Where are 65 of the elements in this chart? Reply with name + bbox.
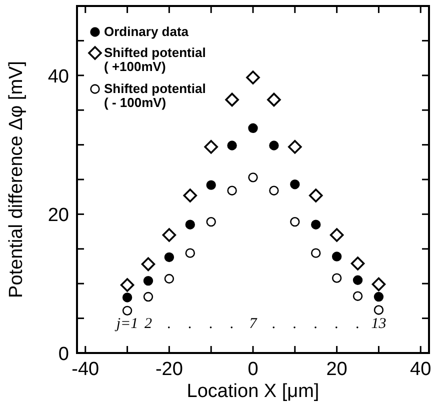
annotation: . — [272, 316, 276, 332]
point — [290, 216, 300, 227]
point — [330, 228, 344, 242]
point — [332, 252, 342, 262]
point — [290, 180, 300, 190]
x-tick-label: -40 — [72, 359, 100, 380]
point — [143, 276, 154, 286]
annotation: . — [314, 316, 318, 332]
point — [206, 216, 216, 227]
annotation: . — [167, 316, 172, 332]
point — [374, 305, 384, 315]
y-tick-label: 40 — [48, 66, 69, 88]
x-tick-label: 40 — [410, 359, 432, 380]
point — [246, 70, 260, 84]
x-tick-label: 0 — [248, 359, 258, 380]
point — [248, 172, 258, 182]
point — [311, 248, 321, 258]
y-axis-title: Potential difference Δφ [mV] — [6, 61, 27, 298]
legend-label: Shifted potential ( - 100mV) — [104, 81, 206, 110]
legend-label: Ordinary data — [104, 24, 190, 39]
point — [248, 123, 258, 133]
point — [122, 292, 132, 302]
point — [164, 252, 174, 262]
point — [350, 256, 365, 270]
annotation: 13 — [371, 316, 386, 332]
point — [227, 186, 237, 196]
point — [352, 291, 363, 301]
point — [141, 257, 156, 272]
annotation: . — [209, 316, 213, 332]
legend-label: Shifted potential ( +100mV) — [104, 45, 206, 74]
y-tick-label: 20 — [48, 205, 69, 226]
point — [269, 186, 279, 196]
point — [352, 275, 363, 285]
annotation: j=1 — [114, 316, 138, 332]
point — [332, 273, 342, 283]
point — [185, 220, 195, 230]
x-axis-title: Location X [μm] — [186, 381, 320, 402]
annotation: 7 — [249, 316, 258, 332]
point — [374, 292, 384, 302]
point — [269, 140, 279, 150]
point — [225, 92, 239, 107]
point — [372, 277, 386, 292]
point — [185, 248, 195, 258]
point — [164, 274, 174, 284]
point — [183, 188, 198, 202]
point — [311, 220, 321, 230]
point — [143, 292, 154, 302]
annotation: . — [230, 316, 234, 332]
annotation: 2 — [144, 316, 152, 332]
annotation: . — [334, 316, 339, 332]
annotation: . — [188, 316, 192, 332]
point — [267, 92, 281, 107]
point — [227, 140, 237, 150]
point — [288, 140, 302, 154]
x-tick-label: -20 — [155, 359, 183, 380]
point — [162, 228, 176, 242]
point — [122, 306, 132, 316]
point — [204, 140, 218, 154]
annotation: . — [293, 316, 297, 332]
x-tick-label: 20 — [326, 359, 348, 380]
point — [120, 278, 134, 292]
point — [308, 188, 323, 202]
annotation: . — [356, 316, 360, 332]
point — [206, 180, 216, 190]
y-tick-label: 0 — [58, 344, 69, 365]
